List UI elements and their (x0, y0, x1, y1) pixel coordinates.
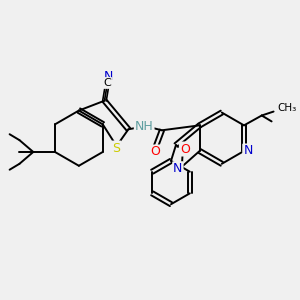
Text: O: O (180, 142, 190, 155)
Text: N: N (104, 70, 113, 83)
Text: N: N (243, 145, 253, 158)
Text: C: C (103, 78, 111, 88)
Text: NH: NH (135, 120, 154, 133)
Text: S: S (112, 142, 121, 154)
Text: N: N (173, 162, 183, 175)
Text: O: O (150, 146, 160, 158)
Text: CH₃: CH₃ (278, 103, 297, 112)
